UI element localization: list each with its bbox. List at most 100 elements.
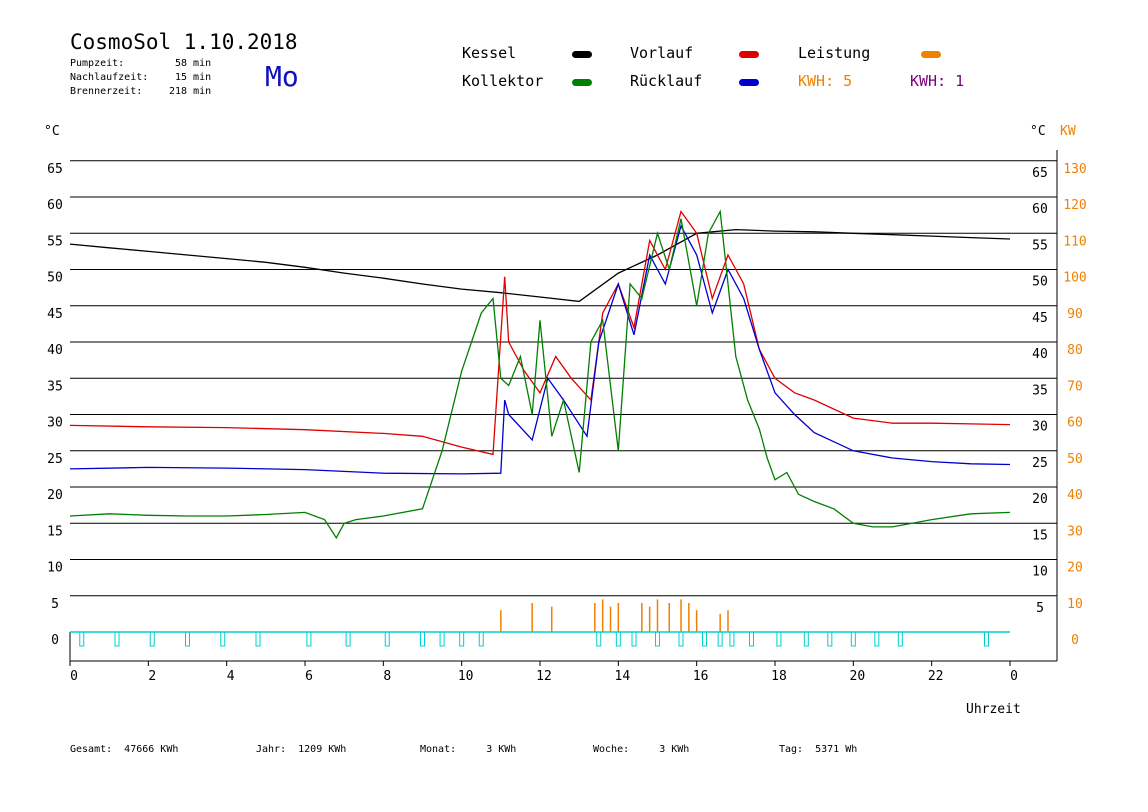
stat-value: 58 min <box>175 58 212 69</box>
kwh-orange: KWH: 5 <box>798 72 853 90</box>
pump-pulse <box>384 631 390 647</box>
x-axis-label: Uhrzeit <box>966 702 1021 717</box>
x-tick-label: 8 <box>383 669 391 684</box>
kwh-purple: KWH: 1 <box>910 72 965 90</box>
pump-pulse <box>874 631 880 647</box>
legend-ruecklauf-swatch <box>739 79 759 86</box>
series-line-vorlauf <box>69 210 1011 456</box>
y-tick-label-right: 60 <box>1032 202 1048 217</box>
y-tick-label: 10 <box>47 561 63 576</box>
kw-tick-label: 90 <box>1067 307 1083 322</box>
pump-pulse <box>897 631 903 647</box>
pump-pulse <box>749 631 754 647</box>
legend-vorlauf-label: Vorlauf <box>630 44 694 62</box>
pump-pulse <box>717 631 723 647</box>
y-tick-label: 5 <box>51 597 59 612</box>
x-tick-label: 4 <box>227 669 235 684</box>
chart-title: CosmoSol 1.10.2018 <box>70 30 298 54</box>
legend-kessel-swatch <box>572 51 592 58</box>
y-tick-label: 55 <box>47 234 63 249</box>
kw-tick-label: 110 <box>1063 234 1086 249</box>
pump-pulse <box>984 631 989 647</box>
pump-pulse <box>702 631 707 647</box>
footer-monat: Monat: 3 KWh <box>420 744 517 755</box>
y-tick-label: 15 <box>47 524 63 539</box>
pump-pulse <box>631 631 637 647</box>
y-tick-label: 0 <box>51 633 59 648</box>
legend-kessel-label: Kessel <box>462 44 517 62</box>
x-tick-label: 10 <box>458 669 474 684</box>
x-tick-label: 6 <box>305 669 313 684</box>
pump-pulse <box>255 631 261 647</box>
x-tick-label: 16 <box>693 669 709 684</box>
y-tick-label-right: 50 <box>1032 275 1048 290</box>
series-line-kessel <box>69 228 1011 303</box>
pump-pulse <box>776 631 782 647</box>
x-tick-label: 22 <box>928 669 944 684</box>
pump-pulse <box>306 631 312 647</box>
pump-pulse <box>149 631 155 647</box>
stat-label: Pumpzeit: <box>70 58 125 69</box>
y-tick-label: 50 <box>47 271 63 286</box>
legend-ruecklauf-label: Rücklauf <box>630 72 703 90</box>
weekday-label: Mo <box>265 60 299 93</box>
pump-pulse <box>678 631 684 647</box>
kw-tick-label: 70 <box>1067 379 1083 394</box>
pump-pulse <box>729 631 735 647</box>
stat-value: 218 min <box>169 86 212 97</box>
y-tick-label-right: 65 <box>1032 166 1048 181</box>
y-tick-label-right: 15 <box>1032 528 1048 543</box>
series-line-rücklauf <box>69 224 1011 475</box>
y-tick-label-right: 55 <box>1032 238 1048 253</box>
pump-pulse <box>79 631 85 647</box>
x-tick-label: 0 <box>1010 669 1018 684</box>
kw-tick-label: 40 <box>1067 488 1083 503</box>
stat-value: 15 min <box>175 72 212 83</box>
kw-tick-label: 0 <box>1071 633 1079 648</box>
legend-kollektor-label: Kollektor <box>462 72 544 90</box>
y-tick-label-right: 30 <box>1032 420 1048 435</box>
x-tick-label: 2 <box>148 669 156 684</box>
kw-tick-label: 120 <box>1063 198 1086 213</box>
y-tick-label: 25 <box>47 452 63 467</box>
pump-pulse <box>185 631 190 647</box>
y-tick-label-right: 25 <box>1032 456 1048 471</box>
footer-tag: Tag: 5371 Wh <box>779 744 858 755</box>
y-tick-label: 35 <box>47 379 63 394</box>
y-tick-label-right: 10 <box>1032 565 1048 580</box>
pump-pulse <box>850 631 856 647</box>
kw-tick-label: 50 <box>1067 452 1083 467</box>
y-tick-label-right: 20 <box>1032 492 1048 507</box>
legend-vorlauf-swatch <box>739 51 759 58</box>
y-tick-label-right: 5 <box>1036 601 1044 616</box>
legend-leistung-label: Leistung <box>798 44 871 62</box>
pump-pulse <box>439 631 445 647</box>
y-axis-right-unit: °C <box>1030 124 1046 139</box>
kw-tick-label: 60 <box>1067 416 1083 431</box>
kw-tick-label: 20 <box>1067 561 1083 576</box>
kw-tick-label: 30 <box>1067 524 1083 539</box>
y-tick-label: 45 <box>47 307 63 322</box>
pump-pulse <box>655 631 660 647</box>
pump-pulse <box>615 631 621 647</box>
kw-tick-label: 130 <box>1063 162 1086 177</box>
x-tick-label: 12 <box>536 669 552 684</box>
y-axis-left-unit: °C <box>44 124 60 139</box>
pump-pulse <box>220 631 226 647</box>
series-line-kollektor <box>69 209 1011 540</box>
x-tick-label: 14 <box>615 669 631 684</box>
x-tick-label: 0 <box>70 669 78 684</box>
stat-label: Nachlaufzeit: <box>70 72 149 83</box>
kw-tick-label: 10 <box>1067 597 1083 612</box>
x-tick-label: 20 <box>850 669 866 684</box>
y-tick-label-right: 35 <box>1032 383 1048 398</box>
pump-pulse <box>345 631 351 647</box>
pump-pulse <box>459 631 465 647</box>
y-tick-label: 40 <box>47 343 63 358</box>
pump-pulse <box>596 631 602 647</box>
y-tick-label-right: 45 <box>1032 311 1048 326</box>
kw-tick-label: 80 <box>1067 343 1083 358</box>
y-tick-label-right: 40 <box>1032 347 1048 362</box>
y-tick-label: 65 <box>47 162 63 177</box>
